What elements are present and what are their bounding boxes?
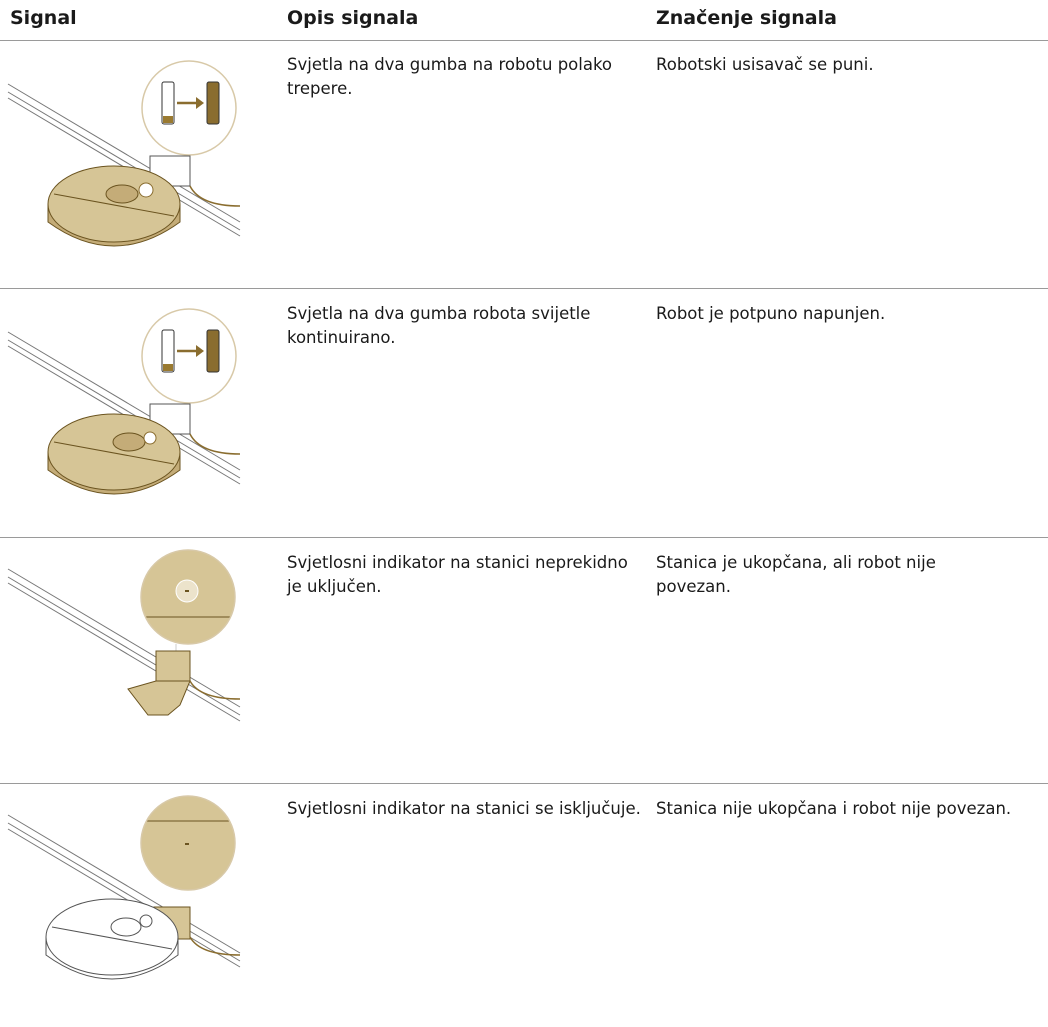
illustration-part <box>206 81 220 125</box>
illustration-part <box>45 898 179 976</box>
signal-description: Svjetla na dva gumba robota svijetle kon… <box>287 304 591 347</box>
illustration-part <box>189 185 241 207</box>
illustration-part <box>53 193 175 217</box>
column-header: Opis signala <box>287 7 419 29</box>
illustration-part <box>141 308 237 404</box>
illustration-part <box>141 796 235 890</box>
illustration-station-off <box>7 795 241 980</box>
illustration-part <box>47 413 181 491</box>
signal-description: Svjetlosni indikator na stanici se isklj… <box>287 799 641 818</box>
illustration-part <box>7 582 241 722</box>
signal-meaning: Stanica je ukopčana, ali robot nije pove… <box>656 553 936 596</box>
illustration-part <box>141 60 237 156</box>
illustration-part <box>53 441 175 465</box>
illustration-part <box>141 550 235 644</box>
illustration-part <box>161 329 175 373</box>
illustration-part <box>185 590 189 592</box>
illustration-part <box>155 650 191 682</box>
illustration-part <box>7 91 241 231</box>
illustration-part <box>7 83 241 223</box>
signal-meaning: Robot je potpuno napunjen. <box>656 304 886 323</box>
signal-meaning: Robotski usisavač se puni. <box>656 55 874 74</box>
column-header: Značenje signala <box>656 7 837 29</box>
illustration-part <box>7 339 241 479</box>
column-header: Signal <box>10 7 77 29</box>
illustration-part <box>138 182 154 198</box>
signal-meaning: Stanica nije ukopčana i robot nije povez… <box>656 799 1012 818</box>
illustration-part <box>127 680 191 716</box>
illustration-part <box>143 431 157 445</box>
illustration-part <box>189 680 241 700</box>
illustration-charging <box>7 60 241 247</box>
illustration-part <box>196 345 204 357</box>
illustration-part <box>163 364 173 371</box>
illustration-part <box>7 568 241 708</box>
illustration-part <box>47 165 181 243</box>
illustration-part <box>51 926 173 950</box>
row-divider <box>0 537 1048 538</box>
illustration-part <box>206 329 220 373</box>
illustration-part <box>141 796 235 890</box>
illustration-part <box>7 814 241 954</box>
illustration-part <box>139 914 153 928</box>
row-divider <box>0 288 1048 289</box>
illustration-part <box>163 116 173 123</box>
row-divider <box>0 40 1048 41</box>
illustration-part <box>140 549 236 645</box>
illustration-part <box>110 917 142 937</box>
illustration-part <box>7 828 241 968</box>
illustration-station-on <box>7 549 241 722</box>
illustration-part <box>161 81 175 125</box>
illustration-part <box>7 822 241 962</box>
illustration-part <box>189 936 241 956</box>
illustration-part <box>7 814 241 968</box>
illustration-part <box>185 843 189 845</box>
illustration-charged <box>7 308 241 495</box>
illustration-part <box>105 184 139 204</box>
illustration-part <box>189 433 241 455</box>
illustration-part <box>7 331 241 471</box>
signal-description: Svjetla na dva gumba na robotu polako tr… <box>287 55 613 98</box>
row-divider <box>0 783 1048 784</box>
illustration-part <box>140 795 236 891</box>
signal-description: Svjetlosni indikator na stanici neprekid… <box>287 553 628 596</box>
illustration-part <box>112 432 146 452</box>
illustration-part <box>196 97 204 109</box>
